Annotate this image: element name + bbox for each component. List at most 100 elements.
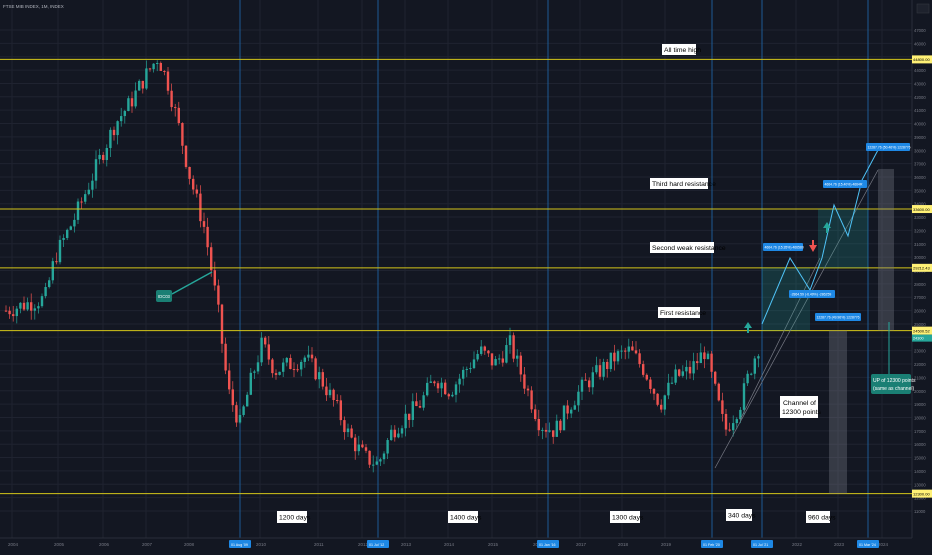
axis-date-tag: [857, 540, 879, 548]
candle-body: [62, 237, 65, 240]
candle-body: [253, 371, 256, 373]
candle-body: [58, 239, 62, 263]
duration-label-box: [726, 509, 752, 521]
candle-body: [202, 221, 206, 227]
candle-body: [98, 154, 101, 160]
candle-body: [116, 121, 119, 136]
x-tick-label: 2010: [256, 542, 267, 547]
candle-body: [372, 464, 375, 466]
candle-body: [314, 358, 317, 380]
duration-label: 340 days: [728, 513, 756, 520]
candle-body: [22, 302, 26, 310]
candle-body: [346, 428, 350, 433]
measure-callout: [763, 243, 803, 251]
level-label: All time high: [664, 47, 701, 54]
y-tick-label: 18000: [914, 415, 926, 420]
axis-date-tag-label: 01 Jan '16: [539, 543, 555, 547]
candle-body: [206, 226, 209, 248]
candle-body: [555, 420, 558, 437]
up-note-line1: UP of 12300 points: [873, 378, 916, 384]
y-tick-label: 36000: [914, 175, 926, 180]
level-price-tag-label: 24500.52: [913, 328, 930, 333]
candle-body: [174, 107, 177, 109]
candle-body: [584, 379, 587, 381]
candle-body: [519, 355, 522, 375]
candle-body: [444, 382, 447, 395]
candle-body: [40, 296, 44, 307]
y-tick-label: 30000: [914, 255, 926, 260]
x-tick-label: 2007: [142, 542, 153, 547]
level-price-tag: [912, 489, 932, 498]
candle-body: [685, 366, 688, 372]
candle-body: [148, 68, 152, 70]
candle-body: [404, 413, 407, 429]
candle-body: [91, 180, 94, 190]
level-label-box: [662, 44, 696, 55]
y-tick-label: 19000: [914, 402, 926, 407]
y-tick-label: 21000: [914, 375, 926, 380]
up-arrow-icon: [744, 322, 752, 333]
candle-body: [231, 389, 234, 406]
y-tick-label: 23000: [914, 349, 926, 354]
candle-body: [134, 90, 137, 107]
candle-body: [339, 400, 342, 421]
candle-body: [375, 461, 378, 465]
level-price-tag-label: 29212.43: [913, 266, 930, 271]
candle-body: [26, 302, 29, 310]
down-arrow-icon: [809, 240, 817, 252]
current-price-tag: [912, 334, 932, 342]
candle-body: [8, 310, 11, 315]
candle-body: [48, 280, 51, 287]
candle-body: [159, 63, 162, 72]
settings-icon[interactable]: [916, 3, 930, 14]
axis-date-tag-label: 01 Jul '12: [369, 543, 384, 547]
candle-body: [220, 304, 224, 344]
y-tick-label: 13000: [914, 482, 926, 487]
candle-body: [559, 420, 562, 431]
y-tick-label: 39000: [914, 135, 926, 140]
candle-body: [595, 365, 598, 373]
axis-date-tag: [367, 540, 389, 548]
candle-body: [228, 370, 231, 390]
candle-body: [577, 391, 580, 406]
channel-label-box: [780, 396, 818, 418]
y-tick-label: 14000: [914, 469, 926, 474]
candle-body: [123, 111, 126, 117]
channel-label-line1: Channel of: [783, 400, 816, 407]
candle-body: [296, 369, 299, 371]
candle-body: [526, 388, 530, 391]
candle-body: [678, 369, 681, 376]
axis-date-tag-label: 01 Mar '24: [859, 543, 876, 547]
candle-body: [472, 359, 476, 369]
candle-body: [660, 404, 663, 410]
candle-body: [105, 148, 108, 161]
candle-body: [454, 384, 458, 395]
candle-body: [721, 400, 724, 414]
candle-body: [750, 373, 753, 375]
candle-body: [422, 395, 425, 408]
candle-body: [19, 302, 22, 309]
candle-body: [433, 381, 436, 384]
x-tick-label: 2012: [358, 542, 369, 547]
projection-box: [818, 209, 868, 268]
candle-body: [714, 371, 717, 384]
candle-body: [224, 343, 227, 371]
level-price-tag-label: 12300.00: [913, 491, 930, 496]
candle-body: [501, 358, 504, 363]
candle-body: [321, 372, 324, 387]
x-tick-label: 2022: [792, 542, 803, 547]
candle-body: [508, 335, 512, 346]
measure-callout-label: 4664.76 (15.40%) 4664R: [825, 183, 863, 187]
candle-body: [357, 444, 360, 452]
candle-body: [512, 335, 515, 359]
duration-label-box: [610, 511, 640, 523]
range-box: [878, 168, 894, 331]
candle-body: [706, 353, 710, 360]
candle-body: [94, 159, 98, 181]
duration-label-box: [806, 511, 830, 523]
symbol-header: FTSE MIB INDEX, 1M, INDEX: [3, 4, 64, 9]
candle-body: [638, 353, 641, 365]
candle-body: [667, 382, 670, 396]
candle-body: [127, 98, 130, 112]
